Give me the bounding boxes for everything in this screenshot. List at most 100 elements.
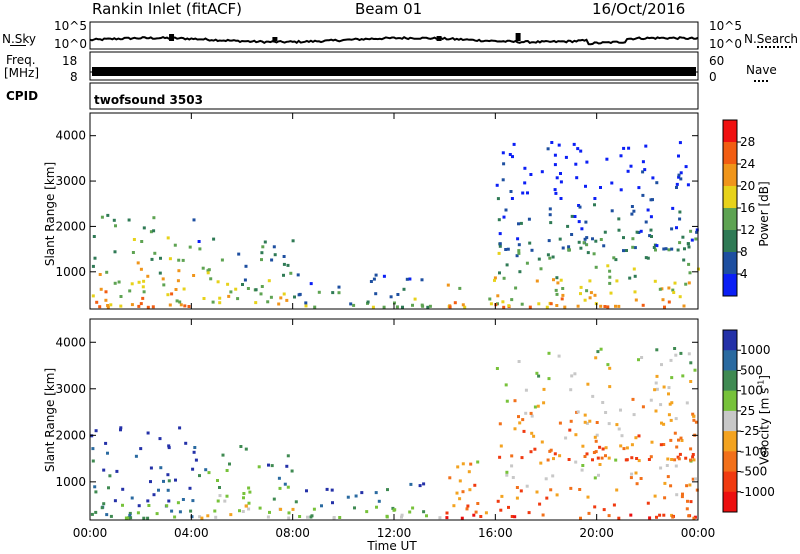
data-cell bbox=[691, 453, 695, 456]
data-cell bbox=[286, 485, 290, 489]
data-cell bbox=[610, 209, 614, 213]
data-cell bbox=[530, 414, 534, 418]
data-cell bbox=[692, 516, 696, 520]
data-cell bbox=[286, 263, 290, 267]
data-cell bbox=[641, 160, 645, 164]
data-cell bbox=[555, 493, 559, 497]
data-cell bbox=[598, 445, 602, 449]
data-cell bbox=[453, 301, 457, 305]
data-cell bbox=[596, 350, 600, 354]
data-cell bbox=[177, 269, 181, 273]
data-cell bbox=[162, 283, 166, 287]
data-cell bbox=[648, 516, 652, 520]
data-cell bbox=[194, 458, 198, 462]
data-cell bbox=[495, 183, 499, 187]
data-cell bbox=[681, 492, 684, 496]
data-cell bbox=[505, 473, 509, 477]
data-cell bbox=[689, 500, 693, 504]
data-cell bbox=[527, 217, 531, 221]
data-cell bbox=[246, 287, 250, 290]
data-cell bbox=[567, 458, 571, 461]
data-cell bbox=[604, 454, 607, 458]
data-cell bbox=[502, 305, 506, 309]
data-cell bbox=[371, 305, 375, 309]
data-cell bbox=[104, 298, 108, 302]
data-cell bbox=[680, 439, 684, 442]
data-cell bbox=[625, 446, 629, 450]
data-cell bbox=[648, 234, 652, 238]
data-cell bbox=[678, 217, 682, 221]
data-cell bbox=[591, 237, 594, 241]
data-cell bbox=[508, 153, 512, 156]
data-cell bbox=[578, 205, 582, 209]
data-cell bbox=[272, 497, 276, 501]
data-cell bbox=[667, 286, 671, 290]
data-cell bbox=[677, 175, 681, 179]
data-cell bbox=[137, 280, 141, 284]
data-cell bbox=[535, 371, 539, 375]
data-cell bbox=[585, 289, 589, 293]
data-cell bbox=[128, 513, 132, 517]
data-cell bbox=[502, 162, 506, 166]
data-cell bbox=[286, 454, 290, 458]
data-cell bbox=[166, 236, 170, 240]
data-cell bbox=[670, 227, 674, 231]
data-cell bbox=[517, 243, 521, 247]
noise-spike bbox=[169, 34, 175, 41]
data-cell bbox=[513, 427, 517, 431]
data-cell bbox=[189, 509, 193, 513]
data-cell bbox=[608, 366, 612, 370]
data-cell bbox=[684, 282, 688, 286]
data-cell bbox=[234, 287, 238, 291]
data-cell bbox=[128, 511, 132, 515]
data-cell bbox=[694, 237, 698, 241]
data-cell bbox=[521, 418, 525, 422]
data-cell bbox=[141, 296, 145, 300]
x-tick-label: 08:00 bbox=[275, 526, 310, 540]
data-cell bbox=[685, 507, 689, 511]
power-scatter-region bbox=[91, 141, 700, 309]
data-cell bbox=[679, 171, 683, 175]
data-cell bbox=[670, 401, 674, 405]
data-cell bbox=[606, 305, 610, 309]
data-cell bbox=[369, 280, 373, 283]
data-cell bbox=[167, 499, 171, 503]
data-cell bbox=[161, 277, 165, 281]
data-cell bbox=[664, 247, 668, 251]
data-cell bbox=[631, 245, 635, 249]
data-cell bbox=[507, 505, 510, 509]
data-cell bbox=[91, 264, 95, 268]
data-cell bbox=[438, 516, 442, 520]
colorbar-tick-label: 100 bbox=[740, 384, 763, 398]
data-cell bbox=[382, 274, 386, 278]
data-cell bbox=[637, 459, 641, 463]
data-cell bbox=[173, 515, 177, 519]
data-cell bbox=[188, 245, 192, 249]
data-cell bbox=[695, 488, 699, 492]
data-cell bbox=[523, 166, 527, 170]
data-cell bbox=[626, 169, 630, 173]
nave-dots bbox=[754, 80, 768, 82]
data-cell bbox=[679, 177, 683, 181]
data-cell bbox=[545, 305, 549, 309]
data-cell bbox=[568, 428, 572, 432]
data-cell bbox=[270, 258, 274, 262]
data-cell bbox=[212, 237, 216, 241]
data-cell bbox=[673, 458, 677, 462]
data-cell bbox=[536, 404, 540, 408]
data-cell bbox=[582, 241, 586, 245]
data-cell bbox=[667, 392, 670, 396]
data-cell bbox=[607, 456, 611, 460]
data-cell bbox=[499, 444, 503, 448]
data-cell bbox=[606, 363, 610, 367]
data-cell bbox=[218, 301, 222, 305]
data-cell bbox=[676, 455, 680, 459]
data-cell bbox=[577, 240, 581, 244]
data-cell bbox=[672, 291, 676, 294]
data-cell bbox=[660, 363, 663, 367]
data-cell bbox=[555, 176, 559, 180]
data-cell bbox=[678, 141, 682, 145]
data-cell bbox=[192, 218, 196, 222]
data-cell bbox=[529, 411, 533, 415]
